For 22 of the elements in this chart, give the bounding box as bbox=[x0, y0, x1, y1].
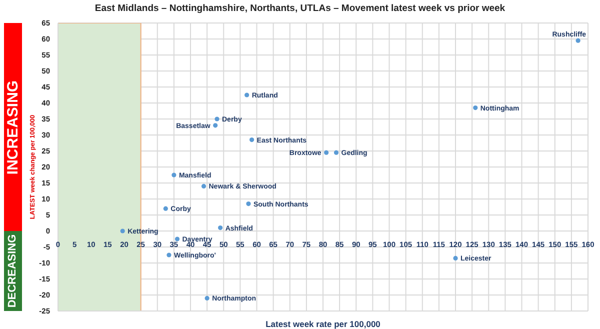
point bbox=[244, 92, 250, 98]
point bbox=[166, 252, 172, 258]
x-axis-title: Latest week rate per 100,000 bbox=[266, 319, 381, 329]
point bbox=[172, 172, 176, 178]
point bbox=[214, 116, 220, 122]
chart-title: East Midlands – Nottinghamshire, Northants, UTLAs – Movement latest week vs prior week bbox=[94, 3, 506, 14]
point bbox=[473, 106, 478, 110]
point bbox=[249, 138, 254, 142]
point bbox=[218, 226, 223, 230]
increasing-side-block: INCREASING bbox=[4, 23, 22, 231]
decreasing-side-block: DECREASING bbox=[4, 231, 22, 311]
point bbox=[334, 150, 339, 155]
point bbox=[204, 296, 210, 300]
point bbox=[576, 38, 580, 43]
point bbox=[174, 236, 180, 242]
point bbox=[201, 184, 206, 188]
point bbox=[213, 123, 218, 128]
point bbox=[120, 228, 125, 234]
point bbox=[453, 256, 458, 260]
point bbox=[324, 150, 329, 155]
point bbox=[246, 202, 251, 206]
point bbox=[163, 206, 168, 211]
